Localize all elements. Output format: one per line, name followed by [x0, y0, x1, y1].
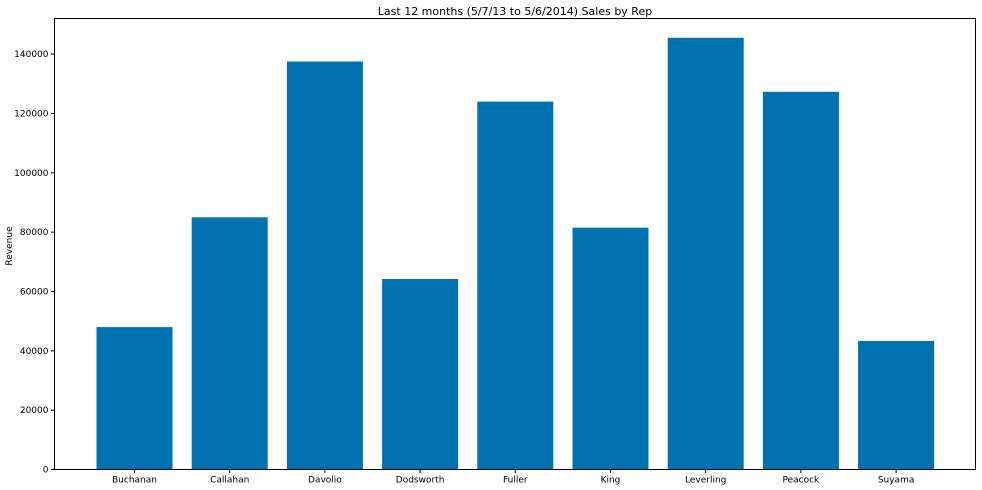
bar-leverling [667, 37, 744, 470]
y-tick-label: 100000 [14, 169, 49, 179]
bar-king [572, 227, 649, 470]
x-tick-label: Suyama [878, 476, 915, 486]
bar-buchanan [96, 327, 173, 470]
x-tick-label: Leverling [685, 476, 726, 486]
y-tick-label: 20000 [20, 406, 49, 416]
x-tick-label: Fuller [503, 476, 528, 486]
y-tick-label: 40000 [20, 347, 49, 357]
x-tick-label: Dodsworth [396, 476, 445, 486]
bar-davolio [286, 61, 363, 470]
y-tick-label: 140000 [14, 50, 49, 60]
y-tick-label: 0 [43, 466, 49, 476]
x-tick-label: Davolio [308, 476, 342, 486]
x-tick-label: Peacock [783, 476, 821, 486]
bars-layer [96, 37, 935, 470]
bar-fuller [477, 101, 554, 470]
x-tick-label: Buchanan [112, 476, 157, 486]
plot-frame [54, 18, 976, 470]
x-tick-label: Callahan [210, 476, 249, 486]
y-axis-title: Revenue [5, 226, 15, 266]
x-tick-label: King [601, 476, 621, 486]
y-tick-label: 80000 [20, 228, 49, 238]
bar-peacock [762, 91, 839, 470]
bar-suyama [858, 341, 935, 470]
y-tick-label: 60000 [20, 287, 49, 297]
bar-dodsworth [382, 279, 459, 470]
chart-title: Last 12 months (5/7/13 to 5/6/2014) Sale… [378, 5, 652, 18]
y-axis-ticks: 0 20000 40000 60000 80000 100000 120000 140000 [14, 50, 55, 476]
y-tick-label: 120000 [14, 109, 49, 119]
bar-callahan [191, 217, 268, 470]
x-axis-ticks: Buchanan Callahan Davolio Dodsworth Fuller Ki… [112, 469, 915, 486]
